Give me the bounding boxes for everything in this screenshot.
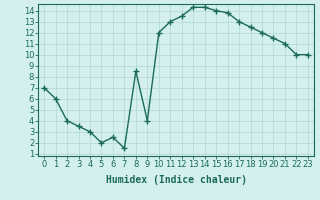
X-axis label: Humidex (Indice chaleur): Humidex (Indice chaleur) bbox=[106, 175, 246, 185]
